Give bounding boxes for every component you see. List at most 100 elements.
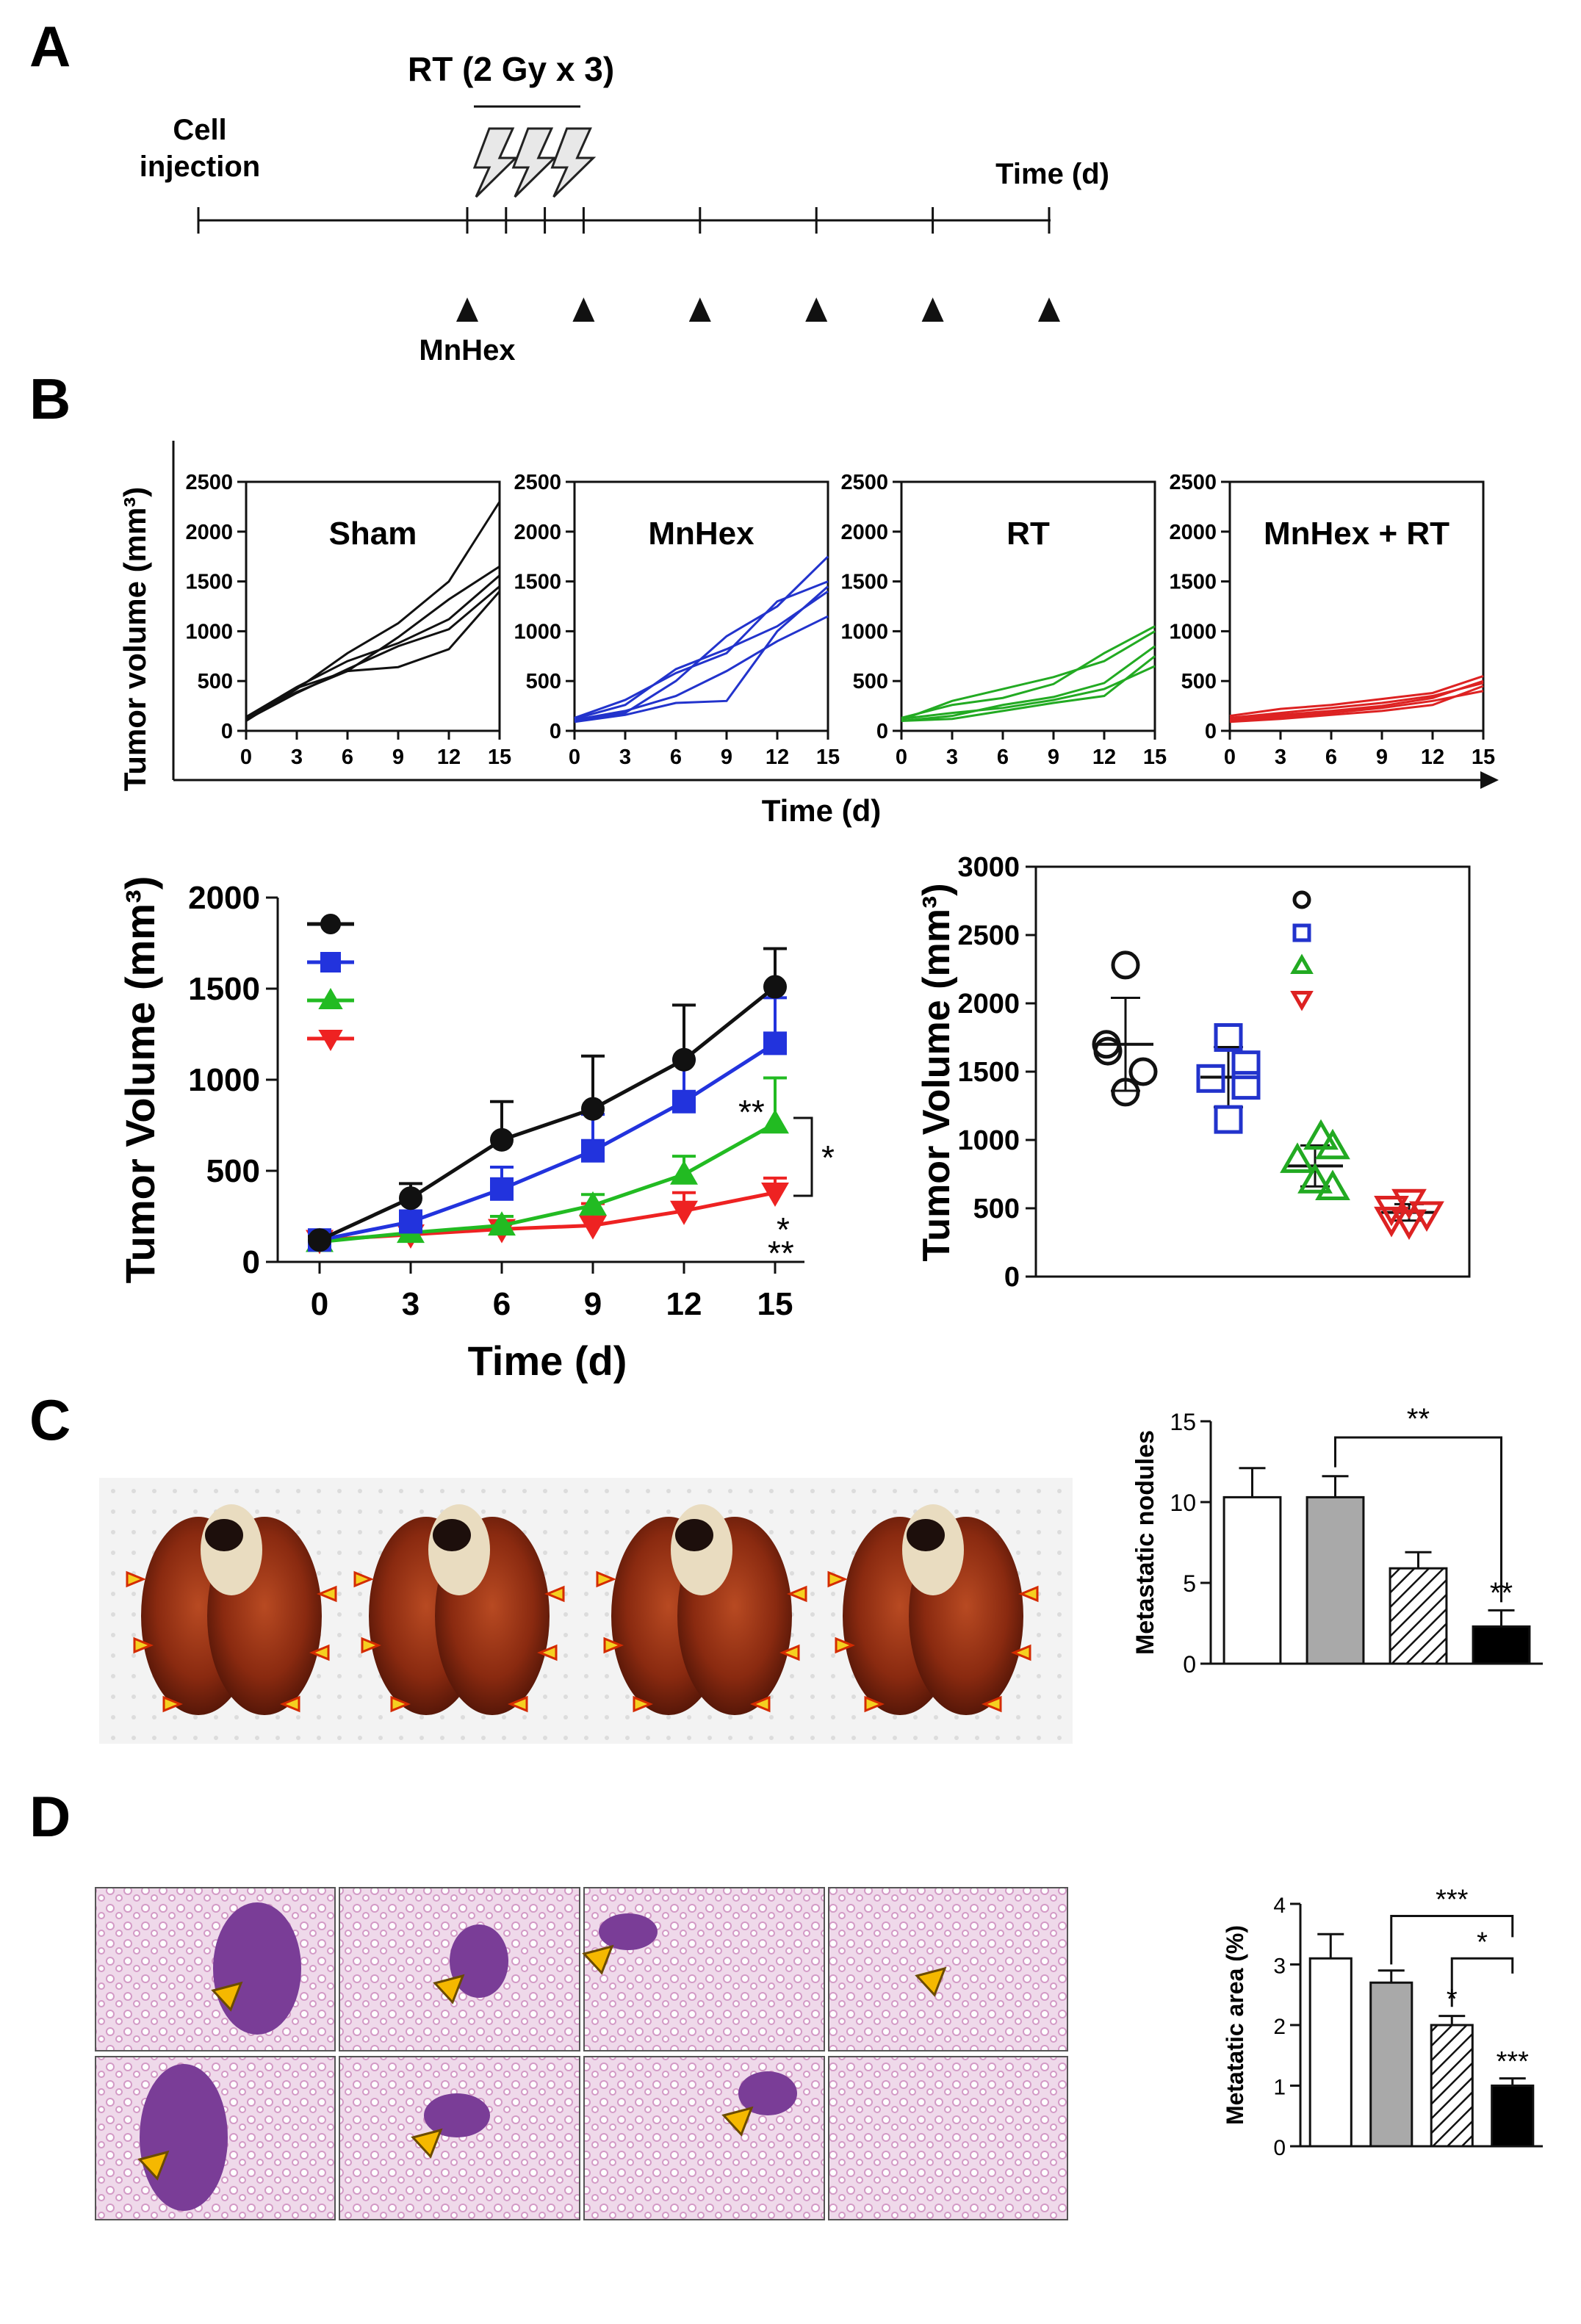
mean-growth-chart: 0 500 1000 1500 2000 0 3 6 9 12 15 Tumor Volume (mm… [117,876,835,1384]
y-tick-label: 1500 [957,1057,1020,1088]
significance-bar4: *** [1497,2046,1530,2077]
dark-tissue [675,1519,713,1551]
data-point [672,1089,696,1114]
nodule-arrow-icon [864,1695,885,1713]
radiation-bolt-icons [472,127,597,198]
legend-marker [1290,953,1314,974]
x-tick-label: 15 [488,746,511,769]
x-tick-label: 6 [1325,746,1337,769]
metastasis-arrow-icon [137,2150,170,2181]
legend-marker [318,988,343,1010]
metastasis-focus [424,2093,490,2137]
data-point [1303,1119,1339,1150]
nodule-arrow-icon [361,1636,381,1654]
metastasis-focus [450,1924,508,1998]
data-point [1231,1050,1261,1080]
y-tick-label: 2500 [185,471,233,494]
y-tick-label: 0 [550,720,561,743]
y-tick-label: 2000 [957,989,1020,1020]
y-tick-label: 2500 [840,471,888,494]
data-point [672,1047,696,1072]
nodule-arrow-icon [353,1570,374,1588]
data-point [399,1210,422,1234]
injection-arrow-icon [572,297,595,322]
nodule-arrow-icon [537,1644,558,1661]
series-line [319,1122,777,1244]
growth-line [245,574,500,718]
y-tick-label: 1000 [840,620,888,643]
y-tick-label: 1500 [514,571,561,594]
individual-growth-charts: Tumor volume (mm³) Sham050010001500200025… [118,441,1499,828]
x-tick-label: 6 [493,1286,511,1322]
metastasis-arrow-icon [582,1944,614,1975]
nodule-arrow-icon [133,1636,154,1654]
y-tick-label: 2000 [514,521,561,544]
x-tick-label: 6 [670,746,682,769]
lung-photos [99,1478,1073,1744]
x-tick-label: 0 [240,746,252,769]
legend-marker [320,952,341,972]
x-tick-label: 3 [946,746,958,769]
y-tick-label: 2000 [840,521,888,544]
histology-image [95,2056,336,2220]
scatter-group [1280,1119,1350,1201]
growth-line [1229,679,1484,721]
significance-bar3: * [1447,1984,1458,2015]
scatter-group [1196,1023,1261,1134]
x-tick-label: 9 [1048,746,1059,769]
x-axis-label: Time (d) [468,1338,627,1384]
data-point [1092,1030,1121,1059]
nodule-arrow-icon [1011,1644,1031,1661]
injection-arrow-icon [805,297,828,322]
y-tick-label: 500 [198,670,233,693]
bar [1472,1625,1531,1665]
small-multiples-xlabel: Time (d) [762,793,882,828]
x-tick-label: 3 [619,746,631,769]
timeline-axis [197,207,1060,322]
y-axis-label: Metastatic nodules [1131,1430,1159,1655]
growth-line [901,625,1156,719]
bar [1430,2024,1474,2148]
x-tick-label: 9 [584,1286,602,1322]
histology-image [95,1887,336,2051]
data-point [1315,1128,1350,1160]
significance-combo: ** [768,1234,794,1272]
histology-images [95,1887,1068,2220]
significance-bracket-label: ** [1407,1403,1430,1435]
series-sham [308,947,787,1252]
nodule-arrow-icon [835,1636,855,1654]
dark-tissue [205,1519,243,1551]
metastasis-arrow-icon [433,1974,465,2004]
growth-line [574,590,829,721]
small-multiple-title: Sham [329,516,417,552]
data-point [399,1186,422,1210]
significance-bracket [1334,1436,1502,1603]
lung-specimen [353,1504,565,1715]
small-multiple-sham: Sham 0 500 1000 1500 2000 2500 0 3 6 9 12 15 [185,471,511,769]
series-line [318,985,777,1242]
x-tick-label: 0 [569,746,580,769]
data-point [581,1097,605,1121]
y-tick-label: 2000 [1169,521,1217,544]
nodule-arrow-icon [317,1585,337,1603]
data-point [763,975,787,999]
data-point [581,1138,605,1163]
x-tick-label: 12 [766,746,789,769]
growth-line [574,580,829,719]
scatter-group [1374,1188,1444,1241]
nodule-arrow-icon [162,1695,183,1713]
bar [1491,2085,1535,2148]
tissue-section [339,2056,580,2220]
y-tick-label: 0 [1273,2136,1286,2160]
y-tick-label: 1500 [188,971,260,1007]
y-tick-label: 15 [1170,1409,1196,1435]
series-line [319,1042,777,1242]
data-point [763,1031,787,1055]
nodule-arrow-icon [280,1695,300,1713]
lung-specimen [827,1504,1039,1715]
growth-line [1229,682,1484,719]
y-tick-label: 500 [1181,670,1217,693]
tissue-section [828,2056,1068,2220]
data-point [490,1177,514,1201]
x-tick-label: 9 [1376,746,1388,769]
